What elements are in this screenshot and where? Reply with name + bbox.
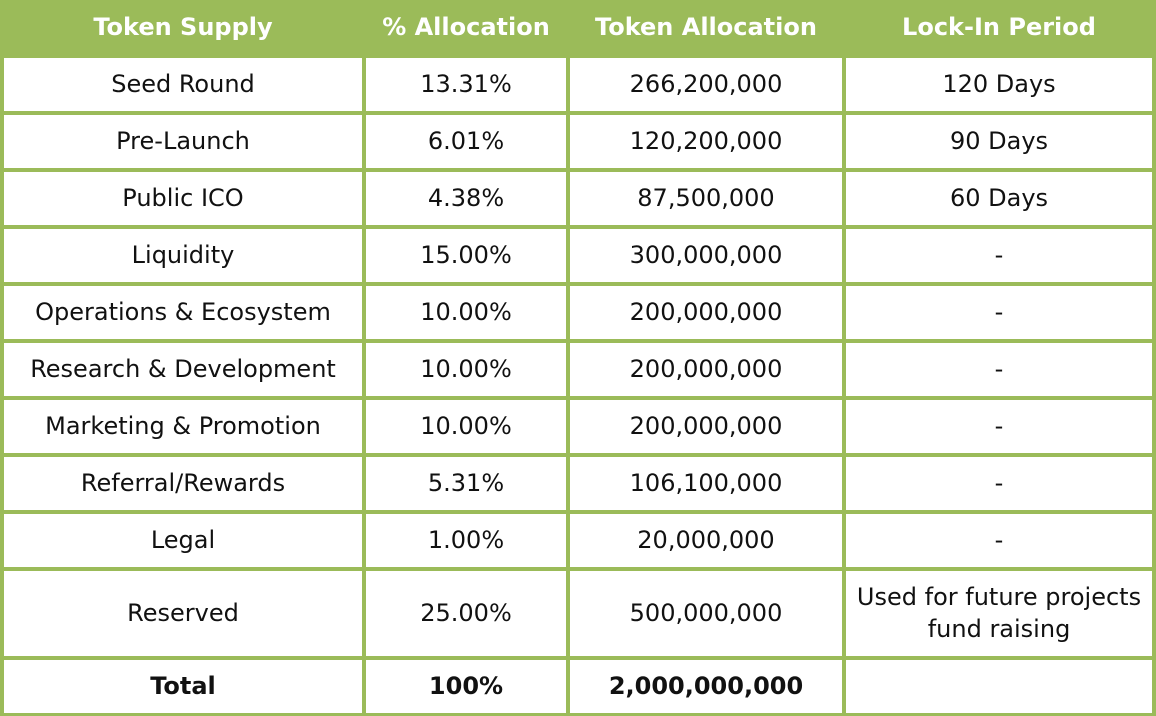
cell-token-allocation: 200,000,000 xyxy=(570,400,842,453)
cell-lock-in-period: 120 Days xyxy=(846,58,1152,111)
cell-token-supply: Research & Development xyxy=(4,343,362,396)
total-lock-in-period xyxy=(846,660,1152,713)
cell-percent-allocation: 15.00% xyxy=(366,229,566,282)
cell-lock-in-period: Used for future projects fund raising xyxy=(846,571,1152,656)
cell-percent-allocation: 10.00% xyxy=(366,286,566,339)
cell-token-allocation: 500,000,000 xyxy=(570,571,842,656)
cell-token-supply: Pre-Launch xyxy=(4,115,362,168)
cell-token-supply: Operations & Ecosystem xyxy=(4,286,362,339)
cell-token-allocation: 20,000,000 xyxy=(570,514,842,567)
header-token-supply: Token Supply xyxy=(4,0,362,54)
header-token-allocation: Token Allocation xyxy=(570,0,842,54)
cell-lock-in-period: - xyxy=(846,286,1152,339)
cell-token-supply: Reserved xyxy=(4,571,362,656)
cell-lock-in-period: - xyxy=(846,343,1152,396)
cell-token-supply: Public ICO xyxy=(4,172,362,225)
cell-token-allocation: 87,500,000 xyxy=(570,172,842,225)
total-token-allocation: 2,000,000,000 xyxy=(570,660,842,713)
cell-token-supply: Referral/Rewards xyxy=(4,457,362,510)
cell-token-supply: Marketing & Promotion xyxy=(4,400,362,453)
cell-lock-in-period: 90 Days xyxy=(846,115,1152,168)
cell-lock-in-period: 60 Days xyxy=(846,172,1152,225)
cell-percent-allocation: 25.00% xyxy=(366,571,566,656)
cell-token-supply: Seed Round xyxy=(4,58,362,111)
cell-token-allocation: 300,000,000 xyxy=(570,229,842,282)
cell-token-supply: Legal xyxy=(4,514,362,567)
cell-percent-allocation: 4.38% xyxy=(366,172,566,225)
cell-token-allocation: 200,000,000 xyxy=(570,286,842,339)
cell-lock-in-period: - xyxy=(846,400,1152,453)
cell-token-allocation: 120,200,000 xyxy=(570,115,842,168)
cell-lock-in-period: - xyxy=(846,514,1152,567)
cell-lock-in-period: - xyxy=(846,457,1152,510)
header-percent-allocation: % Allocation xyxy=(366,0,566,54)
cell-percent-allocation: 10.00% xyxy=(366,400,566,453)
cell-token-supply: Liquidity xyxy=(4,229,362,282)
total-token-supply: Total xyxy=(4,660,362,713)
header-lock-in-period: Lock-In Period xyxy=(846,0,1152,54)
cell-token-allocation: 266,200,000 xyxy=(570,58,842,111)
cell-token-allocation: 200,000,000 xyxy=(570,343,842,396)
cell-percent-allocation: 1.00% xyxy=(366,514,566,567)
cell-percent-allocation: 6.01% xyxy=(366,115,566,168)
cell-percent-allocation: 10.00% xyxy=(366,343,566,396)
cell-percent-allocation: 5.31% xyxy=(366,457,566,510)
cell-lock-in-period: - xyxy=(846,229,1152,282)
cell-token-allocation: 106,100,000 xyxy=(570,457,842,510)
cell-percent-allocation: 13.31% xyxy=(366,58,566,111)
total-percent-allocation: 100% xyxy=(366,660,566,713)
